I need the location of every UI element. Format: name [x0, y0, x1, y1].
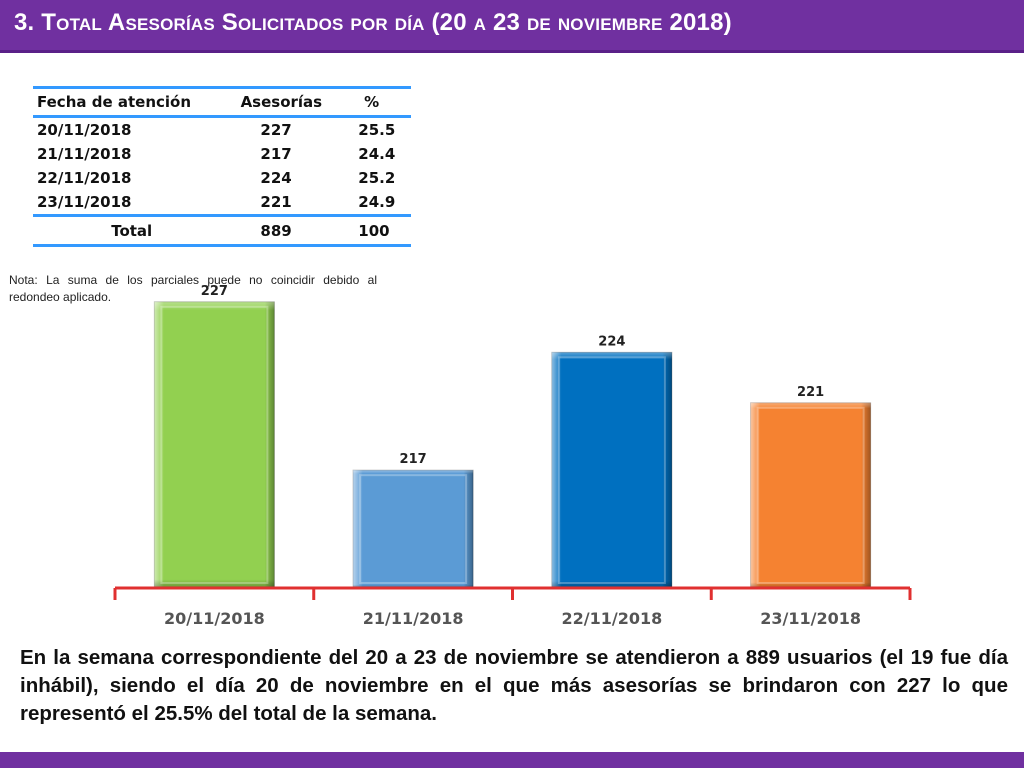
cell-total-percent: 100 — [332, 214, 411, 247]
cell-percent: 24.9 — [358, 193, 396, 211]
bar — [352, 469, 474, 589]
bar-bevel — [756, 406, 865, 585]
summary-table-container: Fecha de atención Asesorías % 20/11/2018… — [33, 86, 411, 247]
column-header-percent: % — [332, 86, 411, 118]
bar-bevel — [160, 305, 269, 584]
column-header-date: Fecha de atención — [33, 86, 231, 118]
bar-shade — [353, 470, 474, 588]
bar — [153, 301, 275, 589]
cell-date: 23/11/2018 — [37, 193, 132, 211]
bar — [551, 351, 673, 589]
data-label: 217 — [400, 452, 427, 467]
cell-count: 217 — [260, 145, 292, 163]
table-row: 22/11/2018 224 25.2 — [33, 166, 411, 190]
bar-body — [551, 351, 673, 589]
table-total-row: Total 889 100 — [33, 214, 411, 247]
tick-label: 21/11/2018 — [363, 609, 464, 628]
cell-percent: 25.5 — [358, 121, 396, 139]
tick-label: 22/11/2018 — [562, 609, 663, 628]
bar-shade — [750, 402, 871, 588]
footer-bar — [0, 752, 1024, 768]
summary-table: Fecha de atención Asesorías % 20/11/2018… — [33, 86, 411, 247]
bar-shade — [353, 470, 474, 588]
table-header-row: Fecha de atención Asesorías % — [33, 86, 411, 118]
bar-body — [750, 402, 872, 589]
cell-total-count: 889 — [230, 214, 333, 247]
cell-date: 21/11/2018 — [37, 145, 132, 163]
cell-percent: 25.2 — [358, 169, 396, 187]
bar-shade — [154, 301, 275, 588]
cell-count: 227 — [260, 121, 292, 139]
cell-count: 221 — [260, 193, 292, 211]
bar-body — [153, 301, 275, 589]
rounding-note: Nota: La suma de los parciales puede no … — [9, 273, 377, 304]
bar-shade — [750, 402, 871, 588]
bar-shade — [551, 352, 672, 588]
cell-date: 22/11/2018 — [37, 169, 132, 187]
title-banner: 3. Total Asesorías Solicitados por día (… — [0, 0, 1024, 53]
table-row: 20/11/2018 227 25.5 — [33, 117, 411, 143]
chart-bars — [153, 301, 872, 589]
bar-body — [352, 469, 474, 589]
tick-label: 20/11/2018 — [164, 609, 265, 628]
summary-paragraph: En la semana correspondiente del 20 a 23… — [20, 646, 1008, 725]
bar-shade — [154, 301, 275, 588]
data-label: 221 — [797, 385, 824, 400]
chart-labels: 22720/11/201821721/11/201822422/11/20182… — [164, 284, 861, 628]
column-header-count: Asesorías — [230, 86, 333, 118]
cell-total-label: Total — [33, 214, 231, 247]
cell-count: 224 — [260, 169, 292, 187]
x-axis — [113, 586, 912, 600]
tick-label: 23/11/2018 — [760, 609, 861, 628]
cell-date: 20/11/2018 — [37, 121, 132, 139]
page-title: 3. Total Asesorías Solicitados por día (… — [14, 9, 732, 36]
table-row: 21/11/2018 217 24.4 — [33, 142, 411, 166]
cell-percent: 24.4 — [358, 145, 396, 163]
bar-bevel — [359, 474, 468, 584]
table-row: 23/11/2018 221 24.9 — [33, 190, 411, 216]
bar-shade — [551, 352, 672, 588]
bar — [750, 402, 872, 589]
data-label: 224 — [598, 334, 625, 349]
bar-bevel — [557, 356, 666, 585]
